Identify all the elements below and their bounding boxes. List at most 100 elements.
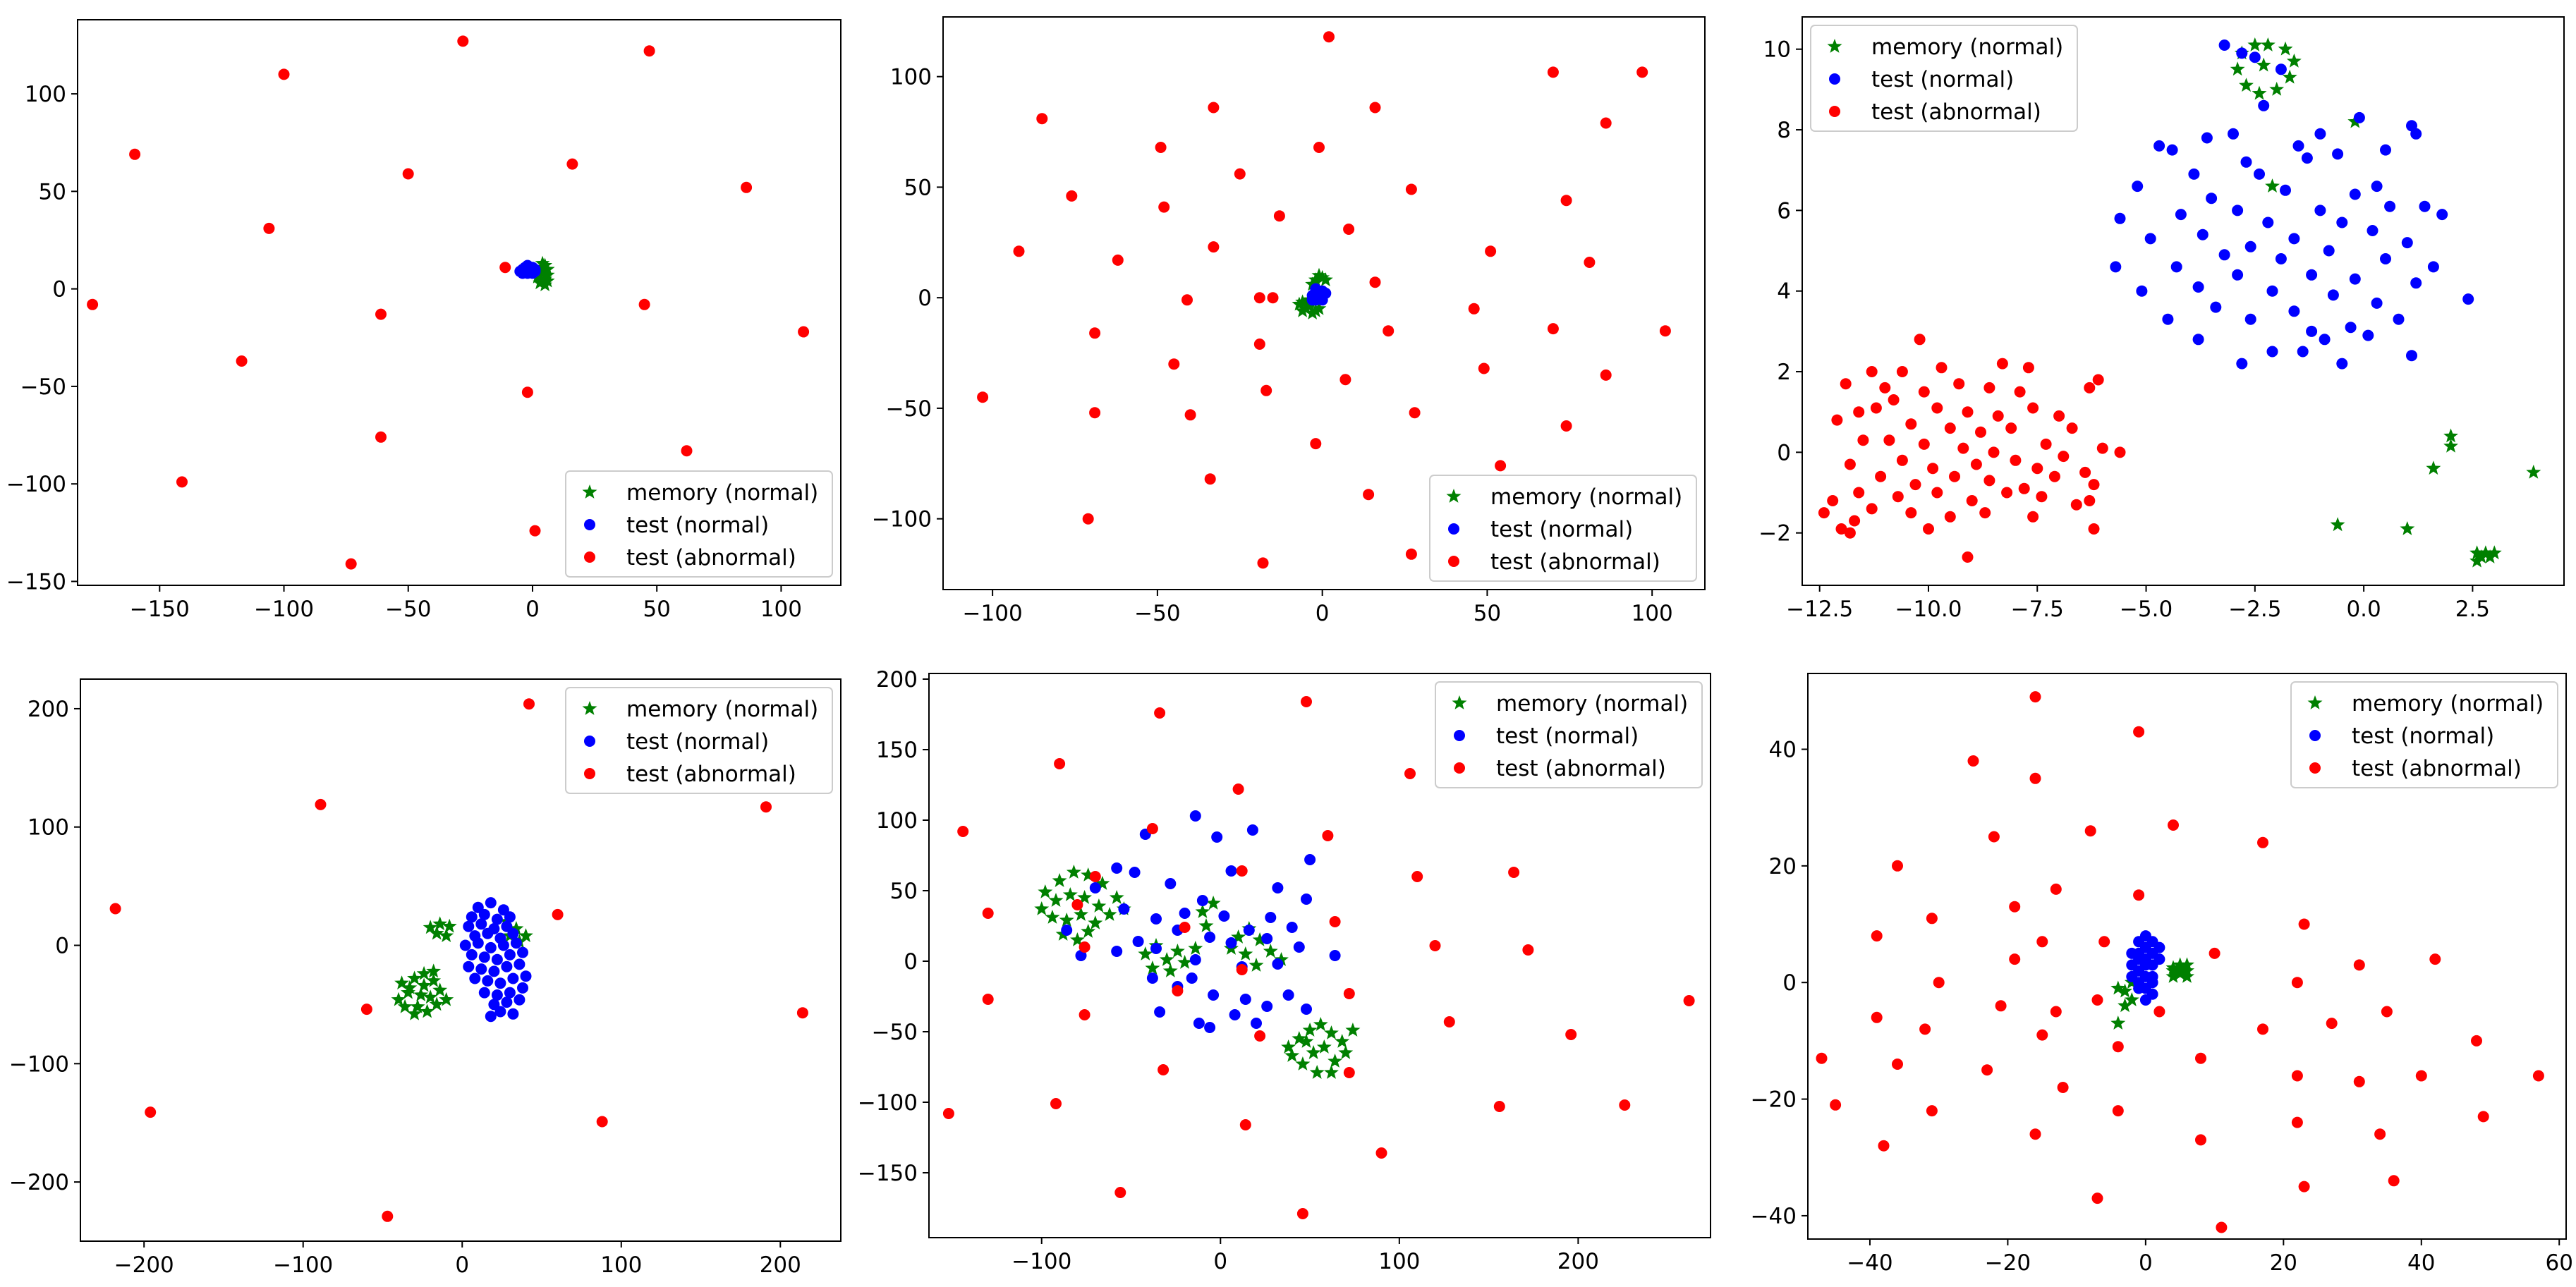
memory-normal-point xyxy=(1231,929,1246,944)
test-normal-point xyxy=(1075,950,1087,961)
test-abnormal-point xyxy=(2353,1075,2365,1087)
memory-normal-point xyxy=(2482,549,2498,563)
memory-normal-point xyxy=(423,989,438,1004)
points-group xyxy=(87,35,810,570)
test-normal-point xyxy=(1208,989,1220,1001)
test-normal-point xyxy=(1179,908,1191,919)
test-normal-point xyxy=(2367,225,2378,236)
test-normal-point xyxy=(2410,277,2422,289)
test-abnormal-point xyxy=(1957,442,1969,454)
test-normal-point xyxy=(514,994,525,1006)
test-abnormal-point xyxy=(1870,402,1882,414)
memory-normal-point xyxy=(2260,37,2276,51)
test-abnormal-point xyxy=(1114,1187,1126,1198)
axes-frame xyxy=(942,16,1706,590)
legend-marker-memory xyxy=(1446,489,1462,503)
test-abnormal-point xyxy=(1547,66,1559,78)
y-tick-label: 50 xyxy=(904,175,932,200)
memory-normal-point xyxy=(1138,946,1153,960)
test-abnormal-point xyxy=(1830,1099,1842,1111)
test-abnormal-point xyxy=(2257,1023,2268,1035)
y-tick-label: −100 xyxy=(6,472,66,497)
test-abnormal-point xyxy=(2112,1041,2124,1053)
memory-normal-point xyxy=(2110,980,2126,995)
test-abnormal-point xyxy=(1560,195,1572,207)
legend-marker-test-abnormal xyxy=(584,768,595,779)
test-abnormal-point xyxy=(2036,936,2048,948)
y-tick-label: 100 xyxy=(28,815,69,841)
test-abnormal-point xyxy=(2058,451,2070,463)
test-normal-point xyxy=(2254,168,2265,180)
x-tick-label: 60 xyxy=(2546,1250,2573,1276)
test-normal-point xyxy=(1146,972,1158,984)
test-normal-point xyxy=(2188,168,2200,180)
memory-normal-point xyxy=(1302,1023,1318,1037)
test-abnormal-point xyxy=(1923,523,1934,535)
test-abnormal-point xyxy=(1343,1067,1355,1078)
test-abnormal-point xyxy=(1071,899,1083,910)
test-abnormal-point xyxy=(1827,495,1839,506)
test-normal-point xyxy=(1061,925,1073,936)
memory-normal-point xyxy=(1102,907,1117,921)
test-abnormal-point xyxy=(1089,327,1101,339)
test-abnormal-point xyxy=(1896,454,1908,466)
memory-normal-point xyxy=(1205,896,1221,910)
x-tick-label: −100 xyxy=(963,601,1023,626)
test-normal-point xyxy=(1293,941,1305,953)
memory-normal-point xyxy=(2165,960,2181,975)
points-group xyxy=(942,696,1695,1219)
test-abnormal-point xyxy=(1926,913,1938,925)
test-normal-point xyxy=(1225,865,1237,877)
test-abnormal-point xyxy=(2018,482,2030,494)
axes-frame xyxy=(1807,673,2567,1240)
y-tick-label: 8 xyxy=(1777,118,1791,143)
test-abnormal-point xyxy=(1988,831,2000,843)
test-normal-point xyxy=(491,989,503,1001)
test-abnormal-point xyxy=(1600,369,1612,381)
memory-normal-point xyxy=(413,987,429,1001)
test-abnormal-point xyxy=(1933,977,1945,989)
test-abnormal-point xyxy=(1257,557,1269,569)
test-abnormal-point xyxy=(1443,1016,1455,1027)
test-normal-point xyxy=(2353,111,2365,123)
test-abnormal-point xyxy=(1995,1000,2007,1012)
legend-label: test (abnormal) xyxy=(626,762,796,787)
y-tick-label: −50 xyxy=(872,1020,918,1045)
test-abnormal-point xyxy=(552,908,564,920)
memory-normal-point xyxy=(1301,298,1317,313)
y-tick-label: 40 xyxy=(1769,737,1797,762)
test-abnormal-point xyxy=(1962,406,1974,418)
y-tick-label: 0 xyxy=(1782,970,1797,996)
test-normal-point xyxy=(2153,140,2165,152)
memory-normal-point xyxy=(2256,57,2271,72)
legend-label: memory (normal) xyxy=(626,480,818,506)
y-tick-label: −100 xyxy=(858,1090,918,1116)
test-normal-point xyxy=(1239,994,1251,1005)
test-abnormal-point xyxy=(1871,1011,1883,1023)
test-normal-point xyxy=(1261,1001,1273,1012)
memory-normal-point xyxy=(1338,1045,1354,1059)
test-abnormal-point xyxy=(1659,325,1671,337)
test-abnormal-point xyxy=(1560,420,1572,432)
memory-normal-point xyxy=(2526,464,2541,479)
test-abnormal-point xyxy=(1301,696,1312,707)
test-abnormal-point xyxy=(1996,358,2008,370)
test-normal-point xyxy=(2419,200,2431,212)
memory-normal-point xyxy=(1295,1056,1311,1071)
memory-normal-point xyxy=(518,928,533,942)
test-normal-point xyxy=(2288,305,2300,317)
test-abnormal-point xyxy=(1983,475,1995,487)
y-tick-label: −200 xyxy=(9,1170,69,1195)
test-abnormal-point xyxy=(1429,940,1441,951)
memory-normal-point xyxy=(2239,78,2254,92)
points-group xyxy=(1818,37,2541,568)
memory-normal-point xyxy=(402,980,418,994)
test-abnormal-point xyxy=(315,798,327,810)
memory-normal-point xyxy=(423,920,438,934)
test-normal-point xyxy=(2110,261,2122,273)
legend-marker-test-normal xyxy=(1448,523,1459,535)
test-abnormal-point xyxy=(109,903,121,915)
test-normal-point xyxy=(2192,281,2204,293)
test-abnormal-point xyxy=(2022,362,2034,374)
memory-normal-point xyxy=(1263,944,1278,958)
